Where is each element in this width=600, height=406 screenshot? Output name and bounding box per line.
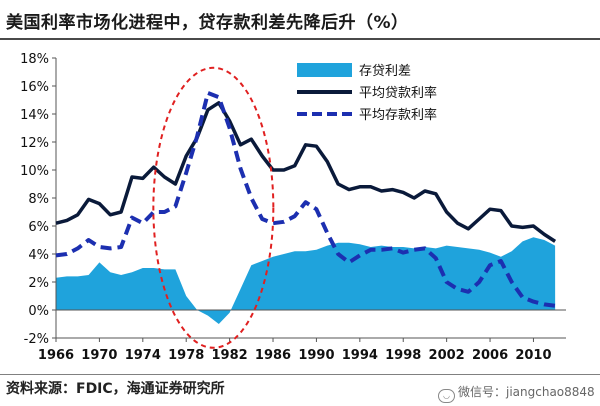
y-tick-label: 12%	[20, 136, 49, 151]
x-tick-label: 2006	[472, 348, 508, 363]
legend-swatch-spread	[297, 63, 352, 77]
y-tick-label: 2%	[28, 276, 49, 291]
chart-title: 美国利率市场化进程中，贷存款利差先降后升（%）	[6, 13, 409, 33]
x-tick-label: 1990	[298, 348, 334, 363]
y-tick-label: 10%	[20, 164, 49, 179]
x-tick-label: 2010	[515, 348, 551, 363]
legend-label: 平均存款利率	[359, 107, 437, 123]
y-tick-label: -2%	[24, 332, 49, 347]
y-tick-label: 6%	[28, 220, 49, 235]
title-divider	[0, 38, 600, 40]
source-note: 资料来源：FDIC，海通证券研究所	[6, 381, 225, 397]
x-tick-label: 1970	[81, 348, 117, 363]
y-tick-label: 0%	[28, 304, 49, 319]
x-tick-label: 1966	[38, 348, 74, 363]
spread-area	[56, 237, 556, 324]
x-tick-label: 1998	[385, 348, 421, 363]
footer-divider	[0, 374, 600, 375]
legend-label: 存贷利差	[359, 64, 411, 79]
y-tick-label: 14%	[20, 108, 49, 123]
x-tick-label: 1974	[125, 348, 161, 363]
deposit-rate-line	[55, 91, 556, 308]
x-tick-label: 1994	[342, 348, 378, 363]
y-tick-label: 16%	[20, 80, 49, 95]
y-tick-label: 18%	[20, 52, 49, 67]
wechat-watermark: ◡ 微信号：jiangchao8848	[438, 383, 595, 403]
x-tick-label: 2002	[429, 348, 465, 363]
x-tick-label: 1986	[255, 348, 291, 363]
watermark-text: 微信号：jiangchao8848	[458, 385, 595, 399]
highlight-ellipse	[152, 66, 275, 349]
loan-rate-line	[55, 101, 557, 243]
chart: -2% 0% 2% 4% 6% 8% 10% 12% 14% 16% 18% 1966 1970 1974…	[20, 52, 566, 363]
y-tick-label: 4%	[28, 248, 49, 263]
wechat-icon: ◡	[438, 389, 455, 403]
legend-label: 平均贷款利率	[359, 85, 437, 101]
x-tick-label: 1982	[212, 348, 248, 363]
x-tick-label: 1978	[168, 348, 204, 363]
y-tick-label: 8%	[28, 192, 49, 207]
